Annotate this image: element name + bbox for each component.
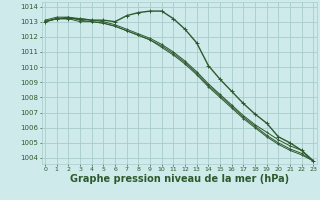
X-axis label: Graphe pression niveau de la mer (hPa): Graphe pression niveau de la mer (hPa) <box>70 174 289 184</box>
